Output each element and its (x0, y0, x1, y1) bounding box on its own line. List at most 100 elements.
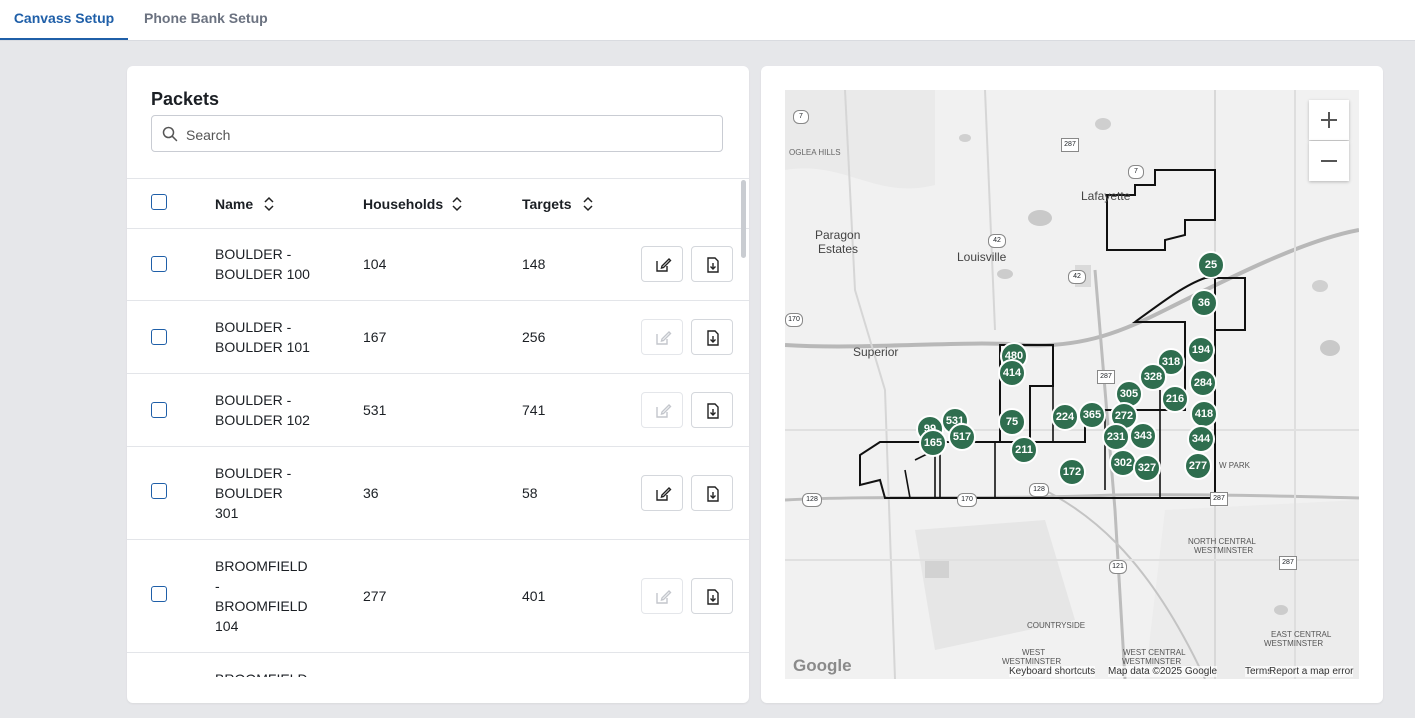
row-checkbox[interactable] (151, 586, 167, 602)
packet-name: BROOMFIELD (215, 669, 325, 677)
route-shield: 287 (1210, 492, 1228, 506)
route-shield: 170 (957, 493, 977, 507)
table-scrollbar[interactable] (741, 180, 746, 258)
download-file-icon (707, 403, 719, 419)
map-cluster-marker[interactable]: 284 (1189, 369, 1217, 397)
packet-name: BOULDER - BOULDER 301 (215, 463, 325, 523)
row-checkbox[interactable] (151, 329, 167, 345)
download-button[interactable] (691, 392, 733, 428)
map-cluster-marker[interactable]: 344 (1187, 425, 1215, 453)
map-cluster-marker[interactable]: 75 (998, 408, 1026, 436)
targets-value: 256 (522, 329, 546, 345)
map-cluster-marker[interactable]: 328 (1139, 363, 1167, 391)
map-cluster-marker[interactable]: 365 (1078, 401, 1106, 429)
place-label: Louisville (957, 250, 1007, 264)
map-cluster-marker[interactable]: 211 (1010, 436, 1038, 464)
packet-name-line: 301 (215, 505, 239, 521)
edit-icon (656, 487, 672, 501)
download-button[interactable] (691, 319, 733, 355)
edit-button[interactable] (641, 246, 683, 282)
place-label: Lafayette (1081, 189, 1131, 203)
packet-name: BOULDER - BOULDER 102 (215, 390, 325, 430)
edit-icon (656, 404, 672, 418)
sort-icon[interactable] (451, 196, 463, 212)
download-file-icon (707, 589, 719, 605)
sort-icon[interactable] (582, 196, 594, 212)
place-label: WESTMINSTER (1002, 657, 1062, 666)
place-label: WEST (1022, 648, 1046, 657)
packet-name-line: BROOMFIELD (215, 558, 308, 574)
place-label: OGLEA HILLS (789, 148, 841, 157)
download-button[interactable] (691, 246, 733, 282)
table-row: BROOMFIELD - BROOMFIELD 104 277 401 (127, 540, 749, 653)
map-data-text: Map data ©2025 Google (1108, 666, 1218, 677)
minus-icon (1321, 160, 1337, 162)
map-cluster-marker[interactable]: 194 (1187, 336, 1215, 364)
tab-phone-bank-setup[interactable]: Phone Bank Setup (144, 10, 268, 26)
row-checkbox[interactable] (151, 402, 167, 418)
targets-value: 741 (522, 402, 546, 418)
route-shield: 42 (1068, 270, 1086, 284)
table-row: BOULDER - BOULDER 100 104 148 (127, 228, 749, 301)
map-cluster-marker[interactable]: 418 (1190, 400, 1218, 428)
table-header: Name Households Targets (127, 178, 749, 229)
map-cluster-marker[interactable]: 277 (1184, 452, 1212, 480)
route-shield: 42 (988, 234, 1006, 248)
map-cluster-marker[interactable]: 165 (919, 429, 947, 457)
zoom-in-button[interactable] (1309, 100, 1349, 140)
google-logo: Google (793, 656, 852, 675)
households-value: 167 (363, 329, 387, 345)
packet-name-line: BOULDER 102 (215, 412, 310, 428)
download-button[interactable] (691, 475, 733, 511)
zoom-out-button[interactable] (1309, 141, 1349, 181)
map-cluster-marker[interactable]: 224 (1051, 403, 1079, 431)
route-shield: 287 (1279, 556, 1297, 570)
download-button[interactable] (691, 578, 733, 614)
targets-value: 401 (522, 588, 546, 604)
map-cluster-marker[interactable]: 343 (1129, 422, 1157, 450)
keyboard-shortcuts-link[interactable]: Keyboard shortcuts (1009, 666, 1096, 677)
report-map-error-link[interactable]: Report a map error (1269, 666, 1354, 677)
place-label: NORTH CENTRAL (1188, 537, 1256, 546)
map-cluster-marker[interactable]: 517 (948, 423, 976, 451)
map-cluster-marker[interactable]: 327 (1133, 454, 1161, 482)
route-shield: 287 (1097, 370, 1115, 384)
table-row: BROOMFIELD (127, 653, 749, 703)
map-canvas[interactable]: Paragon Estates Louisville Lafayette Sup… (785, 90, 1359, 679)
terms-link[interactable]: Terms (1245, 666, 1273, 677)
route-shield: 7 (793, 110, 809, 124)
map-cluster-marker[interactable]: 172 (1058, 458, 1086, 486)
place-label: Paragon (815, 228, 861, 242)
packet-name-line: BOULDER (215, 485, 283, 501)
place-label: WESTMINSTER (1194, 546, 1254, 555)
map-cluster-marker[interactable]: 231 (1102, 423, 1130, 451)
edit-button[interactable] (641, 578, 683, 614)
edit-button[interactable] (641, 319, 683, 355)
place-label: COUNTRYSIDE (1027, 621, 1086, 630)
column-header-name[interactable]: Name (215, 196, 254, 212)
tab-canvass-setup[interactable]: Canvass Setup (0, 0, 128, 40)
map-cluster-marker[interactable]: 25 (1197, 251, 1225, 279)
packet-name-line: BOULDER - (215, 465, 292, 481)
route-shield: 7 (1128, 165, 1144, 179)
edit-button[interactable] (641, 392, 683, 428)
row-checkbox[interactable] (151, 256, 167, 272)
edit-button[interactable] (641, 475, 683, 511)
map-cluster-marker[interactable]: 216 (1161, 385, 1189, 413)
plus-icon (1321, 112, 1337, 128)
place-label: WESTMINSTER (1264, 639, 1324, 648)
row-checkbox[interactable] (151, 483, 167, 499)
column-header-targets[interactable]: Targets (522, 196, 572, 212)
place-label: EAST CENTRAL (1271, 630, 1332, 639)
map-cluster-marker[interactable]: 414 (998, 359, 1026, 387)
place-label: Superior (853, 345, 899, 359)
search-input[interactable] (184, 116, 708, 153)
top-tab-bar: Canvass Setup Phone Bank Setup (0, 0, 1415, 41)
map-cluster-marker[interactable]: 36 (1190, 289, 1218, 317)
column-header-households[interactable]: Households (363, 196, 444, 212)
sort-icon[interactable] (263, 196, 275, 212)
select-all-checkbox[interactable] (151, 194, 167, 210)
targets-value: 148 (522, 256, 546, 272)
packet-name-line: 104 (215, 618, 239, 634)
edit-icon (656, 331, 672, 345)
